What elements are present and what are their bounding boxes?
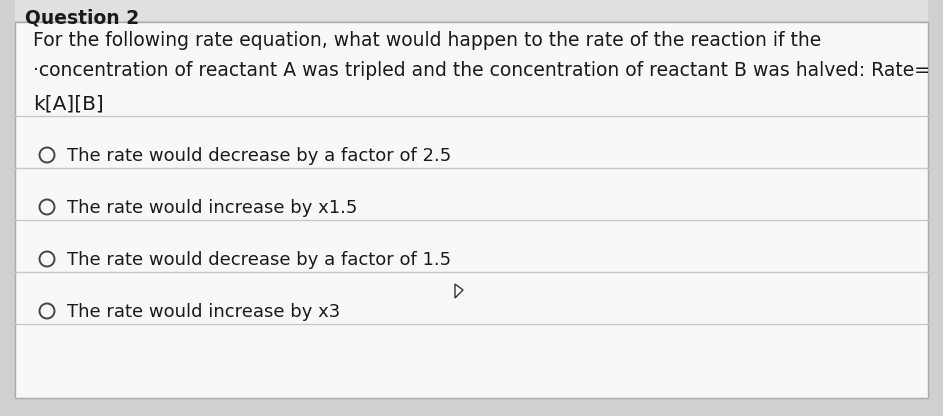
Text: The rate would increase by x3: The rate would increase by x3 (67, 303, 340, 321)
Text: The rate would increase by x1.5: The rate would increase by x1.5 (67, 199, 357, 217)
Text: The rate would decrease by a factor of 1.5: The rate would decrease by a factor of 1… (67, 251, 451, 269)
FancyBboxPatch shape (15, 22, 928, 398)
FancyBboxPatch shape (15, 0, 928, 21)
Text: For the following rate equation, what would happen to the rate of the reaction i: For the following rate equation, what wo… (33, 31, 821, 50)
Text: ·concentration of reactant A was tripled and the concentration of reactant B was: ·concentration of reactant A was tripled… (33, 61, 930, 80)
Text: k[A][B]: k[A][B] (33, 94, 104, 113)
Text: Question 2: Question 2 (25, 8, 140, 27)
Text: The rate would decrease by a factor of 2.5: The rate would decrease by a factor of 2… (67, 147, 452, 165)
